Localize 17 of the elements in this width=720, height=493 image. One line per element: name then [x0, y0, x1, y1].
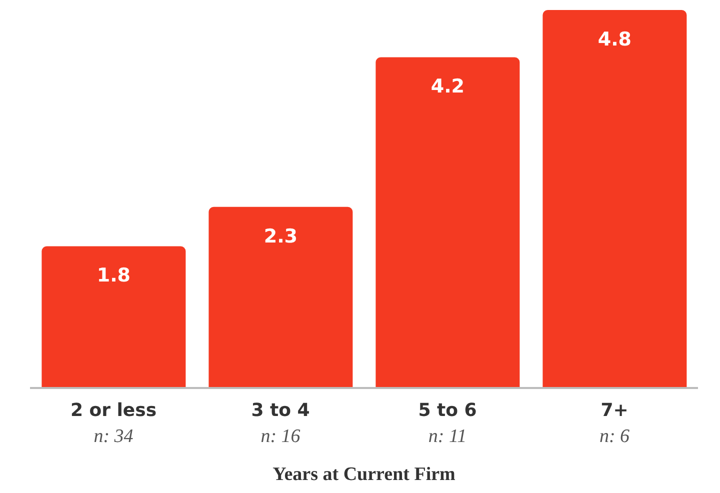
data-label: 2.3	[264, 225, 298, 248]
x-tick-label: 5 to 6	[418, 400, 477, 421]
data-label: 1.8	[96, 264, 131, 287]
bar	[208, 206, 353, 388]
bar	[542, 10, 687, 388]
x-tick-label: 7+	[600, 400, 628, 421]
data-label: 4.2	[430, 76, 465, 98]
text: n: 11	[428, 426, 467, 447]
x-axis-title: Years at Current Firm	[272, 464, 456, 485]
text: n: 6	[599, 426, 630, 447]
text: n: 34	[94, 426, 134, 447]
data-label: 4.8	[598, 28, 632, 50]
text: n: 16	[260, 426, 301, 447]
x-tick-label: 2 or less	[70, 400, 157, 421]
bar	[42, 246, 186, 388]
bar	[376, 57, 520, 388]
x-tick-label: 3 to 4	[251, 400, 310, 421]
